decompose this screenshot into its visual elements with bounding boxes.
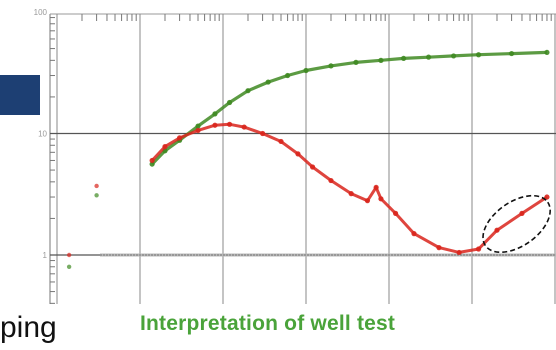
data-point (295, 151, 301, 157)
data-point (509, 50, 515, 57)
data-point (378, 57, 384, 63)
data-point (177, 135, 183, 141)
y-tick-label: 100 (34, 8, 48, 17)
data-point (265, 79, 271, 85)
data-point (66, 252, 72, 258)
data-point (436, 245, 442, 251)
annotation-ellipse (482, 194, 551, 254)
data-point (475, 246, 482, 252)
data-point (195, 123, 201, 129)
data-point (373, 184, 379, 191)
data-point (226, 99, 233, 106)
data-point (364, 198, 371, 204)
data-point (94, 183, 99, 189)
series-curve (151, 122, 548, 254)
data-point (212, 122, 218, 128)
data-point (284, 72, 291, 79)
axis-ticks: 100 10 1 (34, 8, 552, 304)
data-point (426, 54, 432, 60)
data-point (401, 55, 407, 62)
data-point (519, 210, 525, 216)
data-point (309, 164, 316, 170)
data-point (450, 53, 457, 59)
data-point (475, 52, 482, 58)
data-point (260, 130, 266, 137)
data-point (66, 264, 72, 269)
data-point (544, 194, 550, 200)
data-point (195, 127, 201, 134)
data-point (328, 63, 334, 69)
y-tick-label: 10 (38, 130, 47, 139)
data-point (544, 49, 550, 56)
data-point (94, 193, 99, 198)
chart-caption: Interpretation of well test (140, 312, 396, 335)
data-point (226, 121, 233, 127)
partial-heading-text: ping (0, 311, 57, 344)
series-red (66, 121, 550, 258)
data-point (303, 67, 309, 74)
data-point (378, 196, 384, 202)
data-point (456, 249, 462, 256)
data-point (353, 59, 359, 65)
data-point (149, 161, 155, 167)
data-point (245, 88, 251, 94)
data-point (348, 191, 354, 197)
data-point (212, 111, 218, 117)
data-point (149, 157, 155, 164)
y-tick-label: 1 (43, 251, 48, 260)
data-point (392, 210, 399, 216)
data-point (494, 227, 500, 233)
data-point (241, 124, 247, 130)
blue-accent-block (0, 75, 40, 115)
data-point (328, 177, 334, 184)
data-point (162, 144, 168, 150)
data-point (411, 231, 417, 237)
data-point (278, 138, 284, 145)
